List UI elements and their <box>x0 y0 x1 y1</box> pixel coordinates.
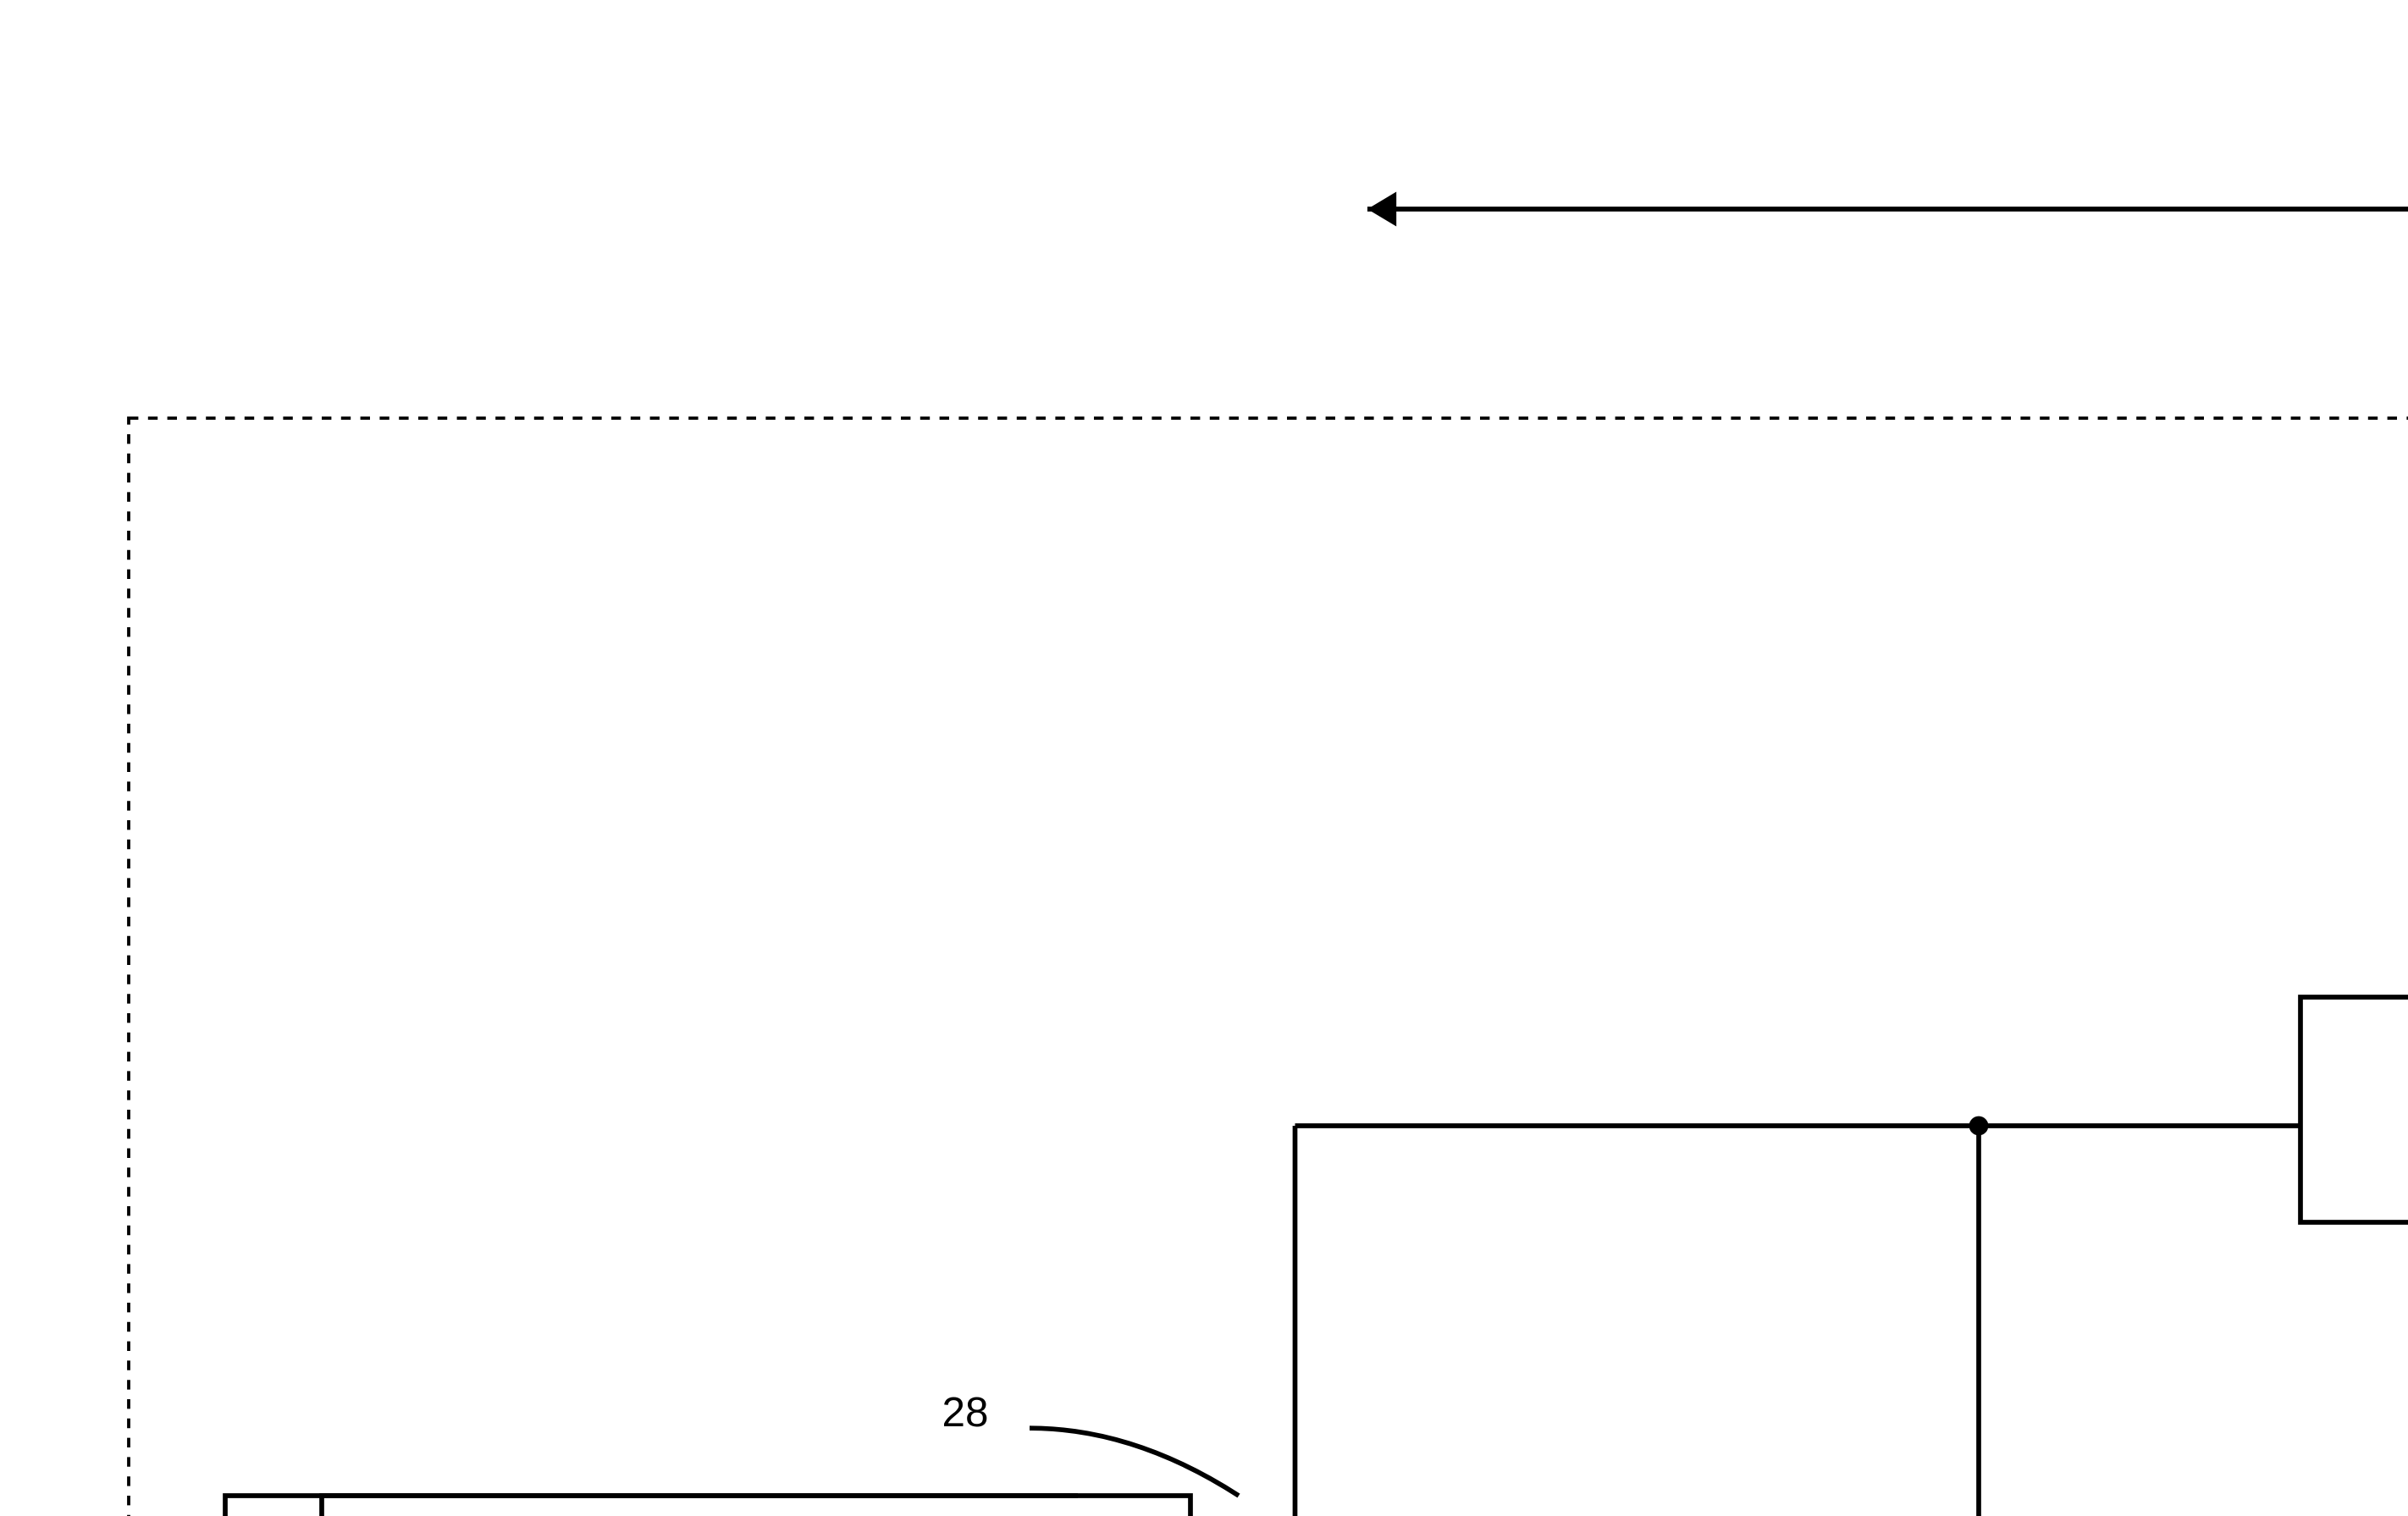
bus-28 <box>225 1496 1190 1516</box>
module-boundary <box>129 418 2408 1516</box>
bus-28-label: 28 <box>942 1389 989 1436</box>
interface-block <box>2300 997 2408 1222</box>
